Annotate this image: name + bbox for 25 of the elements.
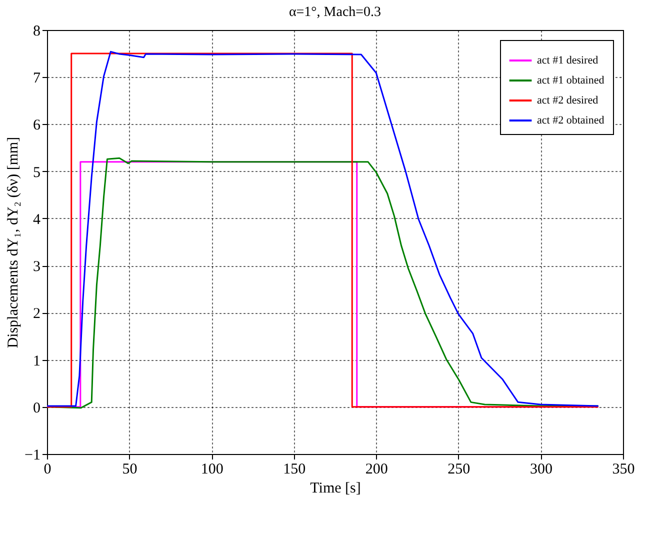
legend-label: act #2 desired	[537, 94, 599, 106]
x-tick-label: 150	[283, 462, 306, 478]
y-axis-title: Displacements dY₁, dY₂ (δν) [mm]	[6, 136, 22, 348]
y-tick-label: 2	[33, 306, 40, 322]
y-tick-label: 6	[33, 118, 41, 134]
x-tick-label: 250	[448, 462, 470, 478]
x-tick-label: 100	[200, 462, 224, 478]
y-tick-label: 7	[33, 70, 41, 87]
y-tick-label: 3	[33, 259, 40, 276]
y-tick-label: −1	[24, 448, 40, 464]
x-tick-label: 300	[530, 462, 552, 478]
chart-title: α=1°, Mach=0.3	[288, 5, 382, 20]
y-tick-label: 5	[33, 164, 40, 181]
legend-label: act #1 desired	[537, 54, 599, 66]
legend-label: act #1 obtained	[537, 74, 605, 86]
x-tick-label: 0	[44, 462, 52, 478]
x-tick-label: 200	[365, 462, 388, 478]
x-tick-label: 50	[122, 462, 138, 478]
y-tick-label: 4	[33, 212, 41, 228]
legend-label: act #2 obtained	[537, 114, 605, 126]
y-tick-label: 1	[33, 353, 40, 370]
y-tick-label: 8	[33, 24, 40, 40]
y-tick-label: 0	[33, 400, 40, 416]
x-axis-title: Time [s]	[310, 480, 361, 496]
x-tick-label: 350	[612, 462, 635, 478]
